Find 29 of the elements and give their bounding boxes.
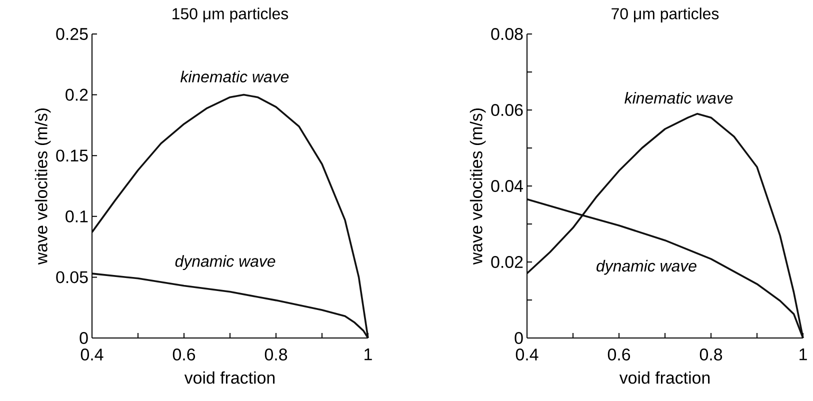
y-tick-label: 0.2 (66, 88, 88, 101)
y-tick-label: 0.05 (56, 271, 88, 284)
y-tick-label: 0.02 (491, 256, 523, 268)
y-axis-title: wave velocities (m/s) (470, 108, 486, 265)
x-tick-label: 0.4 (80, 348, 104, 361)
x-tick-label: 0.6 (608, 348, 630, 361)
x-axis-title: void fraction (619, 371, 710, 384)
y-tick-label: 0 (80, 332, 88, 344)
y-tick-label: 0.15 (56, 150, 88, 162)
series-label: dynamic wave (596, 260, 696, 275)
x-tick-label: 0.8 (264, 348, 288, 361)
y-tick-label: 0.1 (66, 210, 88, 222)
x-tick-label: 1 (800, 348, 807, 360)
x-tick-label: 0.6 (172, 348, 196, 361)
series-label: kinematic wave (180, 70, 289, 82)
series-label: dynamic wave (175, 255, 276, 270)
y-axis-title: wave velocities (m/s) (34, 108, 51, 265)
y-tick-label: 0 (514, 332, 523, 344)
chart-title: 150 μm particles (172, 8, 288, 23)
y-tick-label: 0.08 (491, 28, 523, 40)
y-tick-label: 0.06 (491, 104, 523, 116)
x-tick-label: 1 (364, 348, 372, 360)
chart-title: 70 μm particles (612, 8, 719, 23)
y-tick-label: 0.25 (56, 28, 88, 40)
series-label: kinematic wave (624, 92, 733, 104)
x-axis-title: void fraction (184, 371, 275, 384)
x-tick-label: 0.8 (700, 348, 722, 361)
x-tick-label: 0.4 (516, 348, 538, 361)
y-tick-label: 0.04 (491, 180, 523, 192)
